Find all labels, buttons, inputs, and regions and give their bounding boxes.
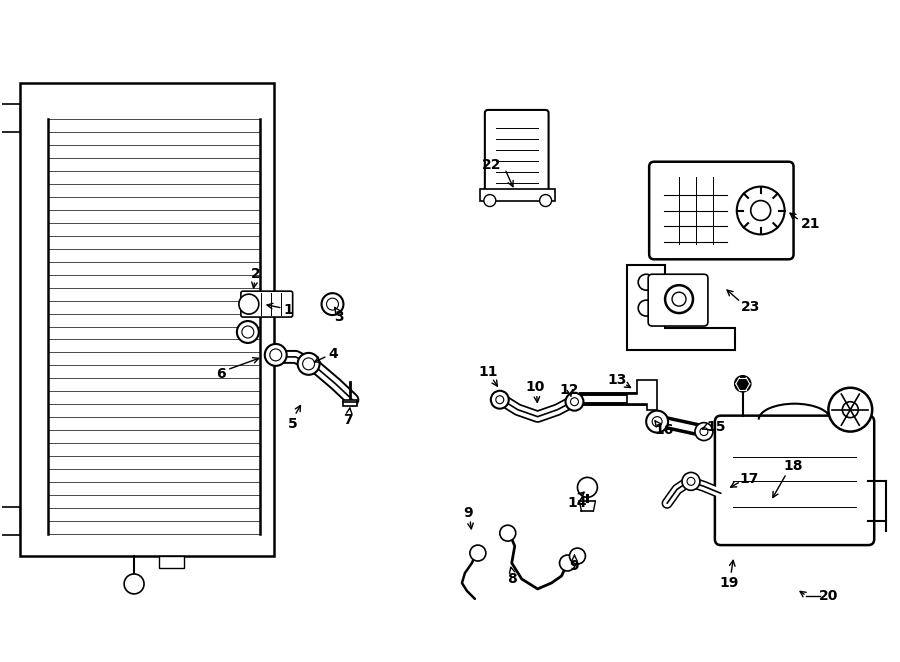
Circle shape: [842, 402, 859, 418]
Text: 12: 12: [560, 383, 580, 397]
FancyBboxPatch shape: [485, 110, 549, 193]
Text: 20: 20: [819, 589, 838, 603]
Circle shape: [695, 422, 713, 440]
Text: 17: 17: [739, 473, 759, 487]
Circle shape: [540, 195, 552, 207]
Text: 1: 1: [284, 303, 293, 317]
Circle shape: [638, 274, 654, 290]
Text: 15: 15: [706, 420, 726, 434]
Text: 16: 16: [654, 422, 673, 436]
Polygon shape: [627, 265, 734, 350]
Text: 19: 19: [719, 576, 739, 590]
Text: 13: 13: [608, 373, 627, 387]
Circle shape: [570, 548, 585, 564]
Text: 7: 7: [344, 412, 353, 426]
Circle shape: [500, 525, 516, 541]
Circle shape: [700, 428, 708, 436]
Circle shape: [327, 298, 338, 310]
Text: 18: 18: [784, 459, 804, 473]
Circle shape: [124, 574, 144, 594]
Text: 22: 22: [482, 158, 502, 171]
FancyBboxPatch shape: [241, 291, 292, 317]
Circle shape: [470, 545, 486, 561]
Bar: [480, 189, 554, 201]
Circle shape: [270, 349, 282, 361]
Circle shape: [638, 300, 654, 316]
Bar: [159, 556, 184, 568]
Text: 14: 14: [568, 496, 587, 510]
Text: 10: 10: [525, 380, 544, 394]
Circle shape: [571, 398, 579, 406]
Circle shape: [302, 358, 315, 370]
Circle shape: [496, 396, 504, 404]
Text: 5: 5: [288, 416, 298, 430]
Bar: [20, 83, 274, 556]
Text: 11: 11: [478, 365, 498, 379]
Text: 9: 9: [464, 506, 472, 520]
Circle shape: [565, 393, 583, 410]
Circle shape: [828, 388, 872, 432]
Circle shape: [265, 344, 287, 366]
Circle shape: [298, 353, 320, 375]
Circle shape: [672, 292, 686, 306]
Circle shape: [237, 321, 259, 343]
Circle shape: [578, 477, 598, 497]
Text: 21: 21: [800, 217, 820, 232]
Text: 8: 8: [507, 572, 517, 586]
Text: 4: 4: [328, 347, 338, 361]
Bar: [0, 104, 20, 132]
Circle shape: [687, 477, 695, 485]
FancyBboxPatch shape: [648, 274, 708, 326]
Circle shape: [560, 555, 575, 571]
FancyBboxPatch shape: [715, 416, 874, 545]
Circle shape: [665, 285, 693, 313]
Circle shape: [491, 391, 508, 408]
Text: 6: 6: [216, 367, 226, 381]
Text: 9: 9: [570, 559, 580, 573]
FancyBboxPatch shape: [649, 162, 794, 260]
Bar: [344, 400, 357, 406]
Circle shape: [682, 473, 700, 491]
Circle shape: [737, 187, 785, 234]
Circle shape: [321, 293, 344, 315]
Circle shape: [242, 326, 254, 338]
Bar: [0, 507, 20, 535]
Circle shape: [646, 410, 668, 432]
Circle shape: [751, 201, 770, 220]
Text: 2: 2: [251, 267, 261, 281]
Circle shape: [652, 416, 662, 426]
Circle shape: [484, 195, 496, 207]
Circle shape: [238, 294, 259, 314]
Circle shape: [734, 376, 751, 392]
Text: 3: 3: [334, 310, 343, 324]
Polygon shape: [627, 380, 657, 410]
Text: 23: 23: [741, 300, 760, 314]
